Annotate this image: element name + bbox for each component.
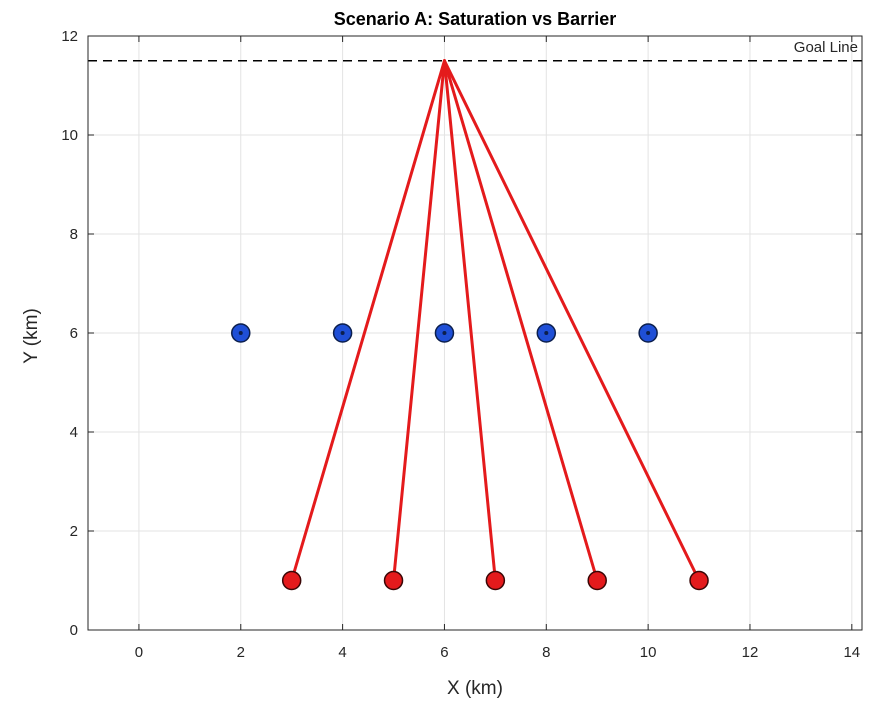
x-tick-label: 14 xyxy=(843,644,860,661)
defender-center-dot xyxy=(442,331,447,335)
y-tick-label: 10 xyxy=(61,127,78,144)
x-tick-label: 10 xyxy=(640,644,657,661)
x-tick-label: 8 xyxy=(542,644,550,661)
attacker-point xyxy=(587,570,607,591)
defender-center-dot xyxy=(238,331,243,335)
y-tick-label: 0 xyxy=(70,622,78,639)
markers xyxy=(231,323,709,591)
y-tick-label: 2 xyxy=(70,523,78,540)
defender-center-dot xyxy=(544,331,549,335)
x-tick-label: 6 xyxy=(440,644,448,661)
x-tick-label: 4 xyxy=(338,644,346,661)
trajectory-line xyxy=(290,59,446,582)
x-tick-label: 12 xyxy=(742,644,759,661)
y-axis-label: Y (km) xyxy=(21,308,42,364)
x-tick-label: 0 xyxy=(135,644,143,661)
attacker-point xyxy=(281,570,302,591)
trajectory-line xyxy=(442,59,599,582)
y-tick-label: 8 xyxy=(70,226,78,243)
y-tick-label: 4 xyxy=(70,424,78,441)
trajectory-line xyxy=(442,59,497,582)
ticks: 0 2 4 6 8 10 12 14 0 2 4 6 8 10 12 xyxy=(61,28,862,661)
chart-title: Scenario A: Saturation vs Barrier xyxy=(334,9,616,29)
x-tick-label: 2 xyxy=(237,644,245,661)
attacker-point xyxy=(689,570,709,591)
grid xyxy=(88,35,862,631)
attacker-point xyxy=(485,570,506,591)
goal-line-label: Goal Line xyxy=(794,39,858,56)
attacker-point xyxy=(383,570,404,591)
goal-line-group: Goal Line xyxy=(88,39,862,62)
y-tick-label: 12 xyxy=(61,28,78,45)
trajectories xyxy=(290,59,701,582)
x-axis-label: X (km) xyxy=(447,678,503,699)
defender-center-dot xyxy=(646,331,651,335)
defender-center-dot xyxy=(340,331,345,335)
trajectory-line xyxy=(392,59,446,582)
trajectory-line xyxy=(442,59,701,582)
y-tick-label: 6 xyxy=(70,325,78,342)
